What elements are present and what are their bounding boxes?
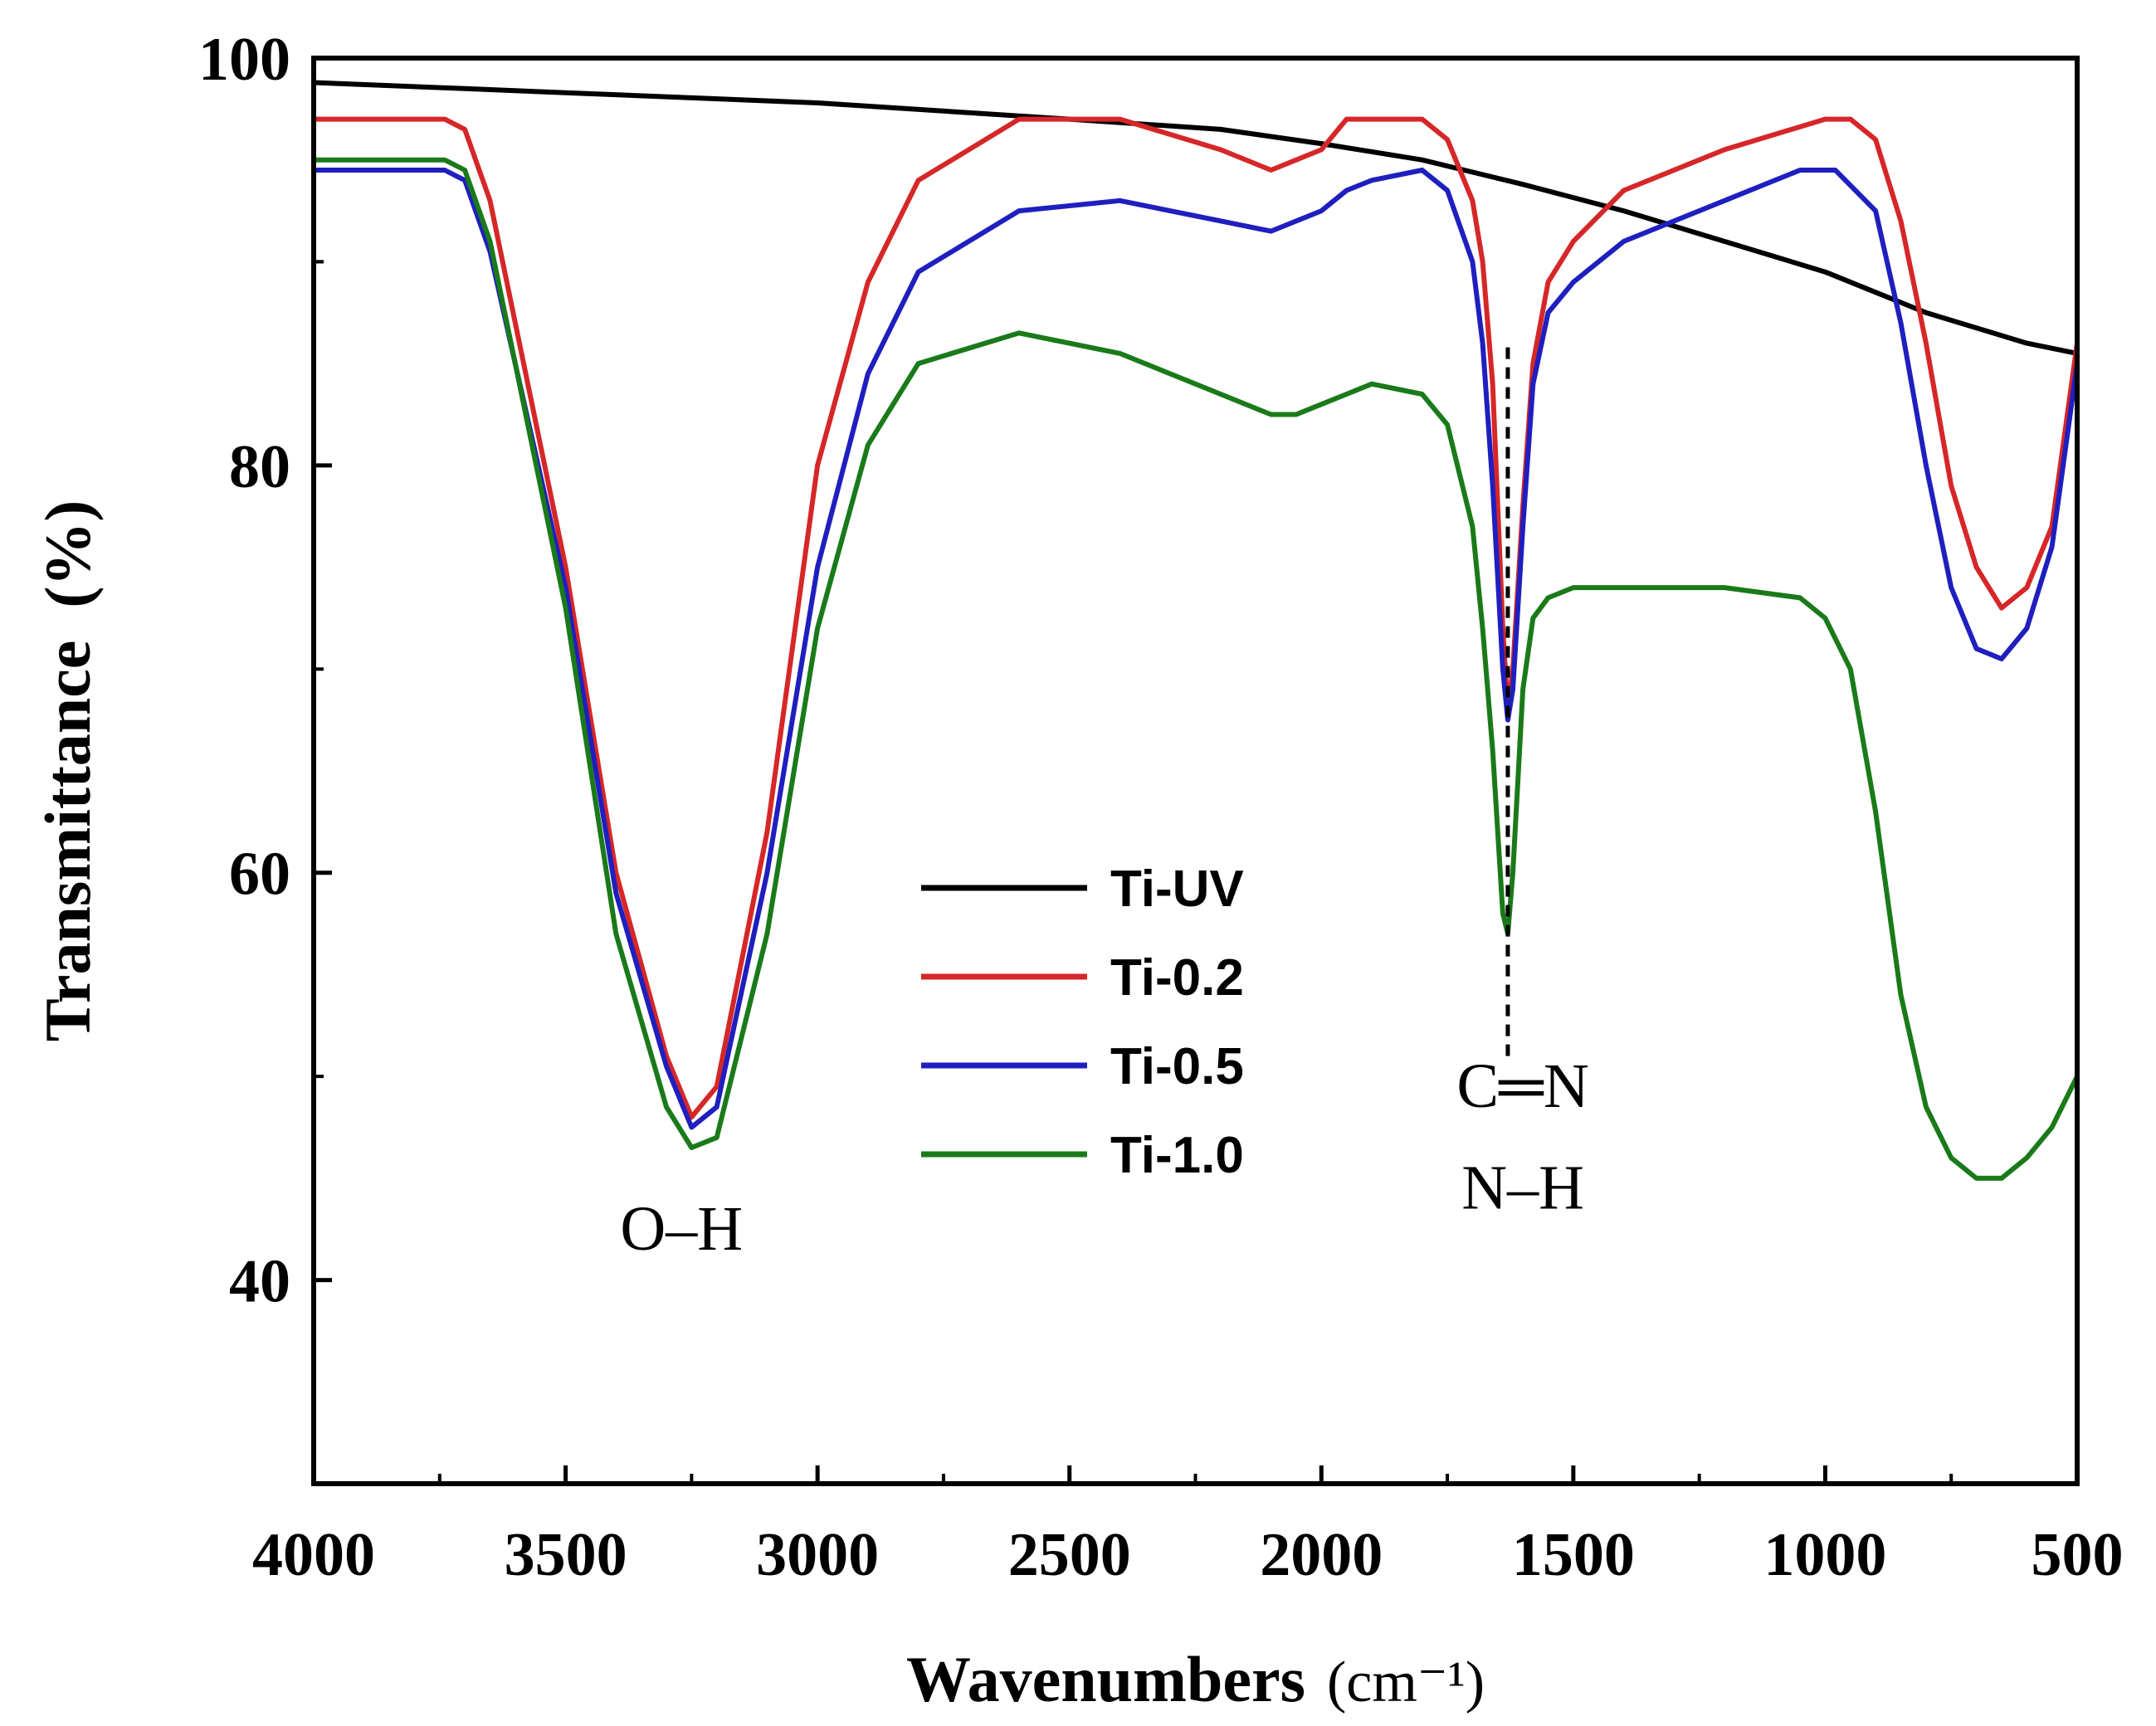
x-axis-title-text: Wavenumbers bbox=[906, 1643, 1305, 1715]
x-tick-label: 2500 bbox=[1008, 1521, 1131, 1589]
x-axis-title: Wavenumbers (cm⁻¹) bbox=[906, 1643, 1485, 1715]
legend-label: Ti-0.2 bbox=[1110, 949, 1244, 1007]
series-line-ti-0-5 bbox=[311, 168, 2080, 1130]
x-axis-unit: (cm⁻¹) bbox=[1327, 1650, 1485, 1714]
x-tick-label: 3000 bbox=[756, 1521, 879, 1589]
legend: Ti-UV Ti-0.2 Ti-0.5 Ti-1.0 bbox=[921, 861, 1244, 1184]
x-tick-label: 1000 bbox=[1763, 1521, 1886, 1589]
annotation-label: O–H bbox=[620, 1194, 743, 1264]
series-line-ti-uv bbox=[311, 80, 2080, 356]
series-line-ti-1-0 bbox=[311, 157, 2080, 1181]
peak-annotations: O–H C═N N–H bbox=[620, 1051, 1589, 1264]
x-tick-label: 1500 bbox=[1512, 1521, 1635, 1589]
series-line-ti-0-2 bbox=[311, 116, 2080, 1120]
y-tick-label: 100 bbox=[198, 26, 290, 94]
annotation-label: N–H bbox=[1461, 1153, 1584, 1223]
x-tick-label: 3500 bbox=[505, 1521, 627, 1589]
y-tick-label: 40 bbox=[229, 1248, 290, 1316]
y-tick-label: 60 bbox=[229, 841, 290, 909]
annotation-label: C═N bbox=[1456, 1051, 1588, 1121]
y-tick-label: 80 bbox=[229, 433, 290, 501]
x-tick-label: 2000 bbox=[1260, 1521, 1383, 1589]
legend-label: Ti-1.0 bbox=[1110, 1127, 1244, 1184]
series-layer bbox=[311, 80, 2080, 1181]
y-axis-ticks: 40 60 80 100 bbox=[198, 26, 332, 1316]
x-tick-label: 4000 bbox=[252, 1521, 375, 1589]
y-axis-title: Transmittance (%) bbox=[32, 500, 104, 1042]
x-tick-label: 500 bbox=[2032, 1521, 2124, 1589]
legend-label: Ti-0.5 bbox=[1110, 1038, 1244, 1095]
legend-label: Ti-UV bbox=[1110, 861, 1244, 918]
x-axis-ticks: 4000 3500 3000 2500 2000 1500 1000 500 bbox=[252, 1465, 2124, 1589]
